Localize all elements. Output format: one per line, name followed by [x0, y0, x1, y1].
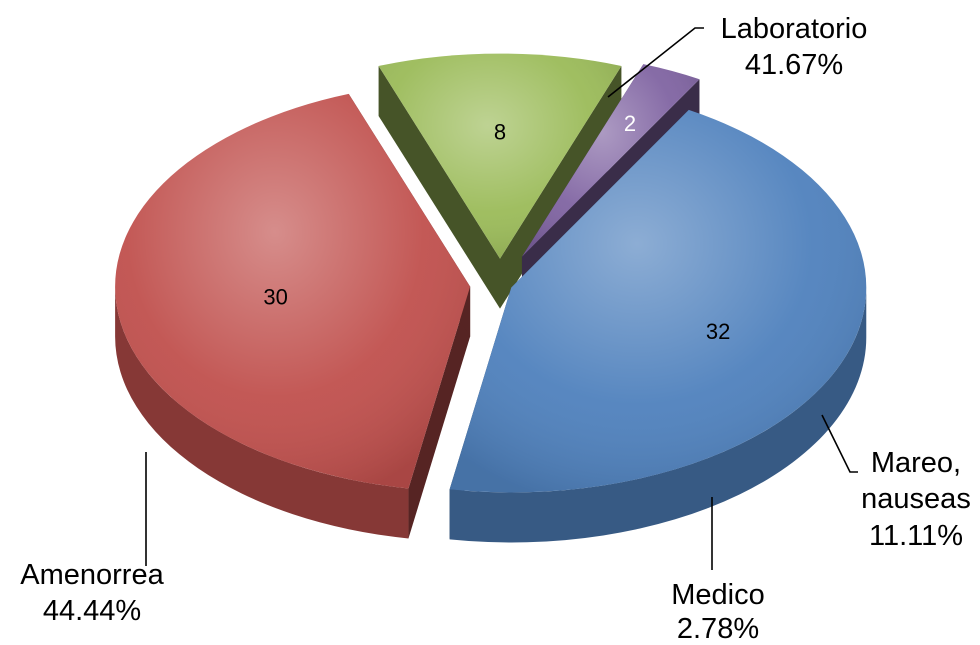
- slice-wall: [378, 65, 500, 309]
- category-name-line1: Mareo,: [871, 447, 961, 479]
- value-label-laboratorio: 30: [263, 284, 287, 309]
- category-label-amenorrea: Amenorrea 44.44%: [20, 559, 164, 627]
- category-name-line2: nauseas: [861, 483, 971, 515]
- category-percent: 2.78%: [677, 613, 759, 645]
- value-labels: 8 2 30 32: [263, 111, 730, 344]
- slice-amenorrea: [449, 109, 867, 543]
- category-percent: 11.11%: [869, 520, 963, 552]
- category-label-medico: Medico 2.78%: [671, 579, 765, 645]
- category-name: Amenorrea: [20, 559, 164, 591]
- slice-highlight: [378, 53, 622, 259]
- slice-highlight: [449, 109, 867, 493]
- value-label-amenorrea: 32: [706, 319, 730, 344]
- leader-line-laboratorio: [607, 27, 704, 98]
- slice-wall: [408, 286, 471, 539]
- slice-highlight: [115, 93, 471, 489]
- category-percent: 44.44%: [43, 595, 141, 627]
- category-label-mareo: Mareo, nauseas 11.11%: [861, 447, 971, 552]
- slice-highlight: [521, 64, 700, 257]
- slice-laboratorio: [115, 93, 471, 539]
- value-label-mareo-nauseas: 8: [494, 120, 506, 145]
- category-percent: 41.67%: [745, 49, 843, 81]
- leader-line-mareo: [821, 414, 858, 473]
- category-name: Medico: [671, 579, 765, 611]
- category-name: Laboratorio: [721, 13, 868, 45]
- slice-outer-wall: [115, 286, 409, 539]
- slices-layer: [115, 53, 867, 543]
- slice-outer-wall: [449, 287, 867, 543]
- category-label-laboratorio: Laboratorio 41.67%: [721, 13, 868, 81]
- value-label-medico: 2: [624, 111, 636, 136]
